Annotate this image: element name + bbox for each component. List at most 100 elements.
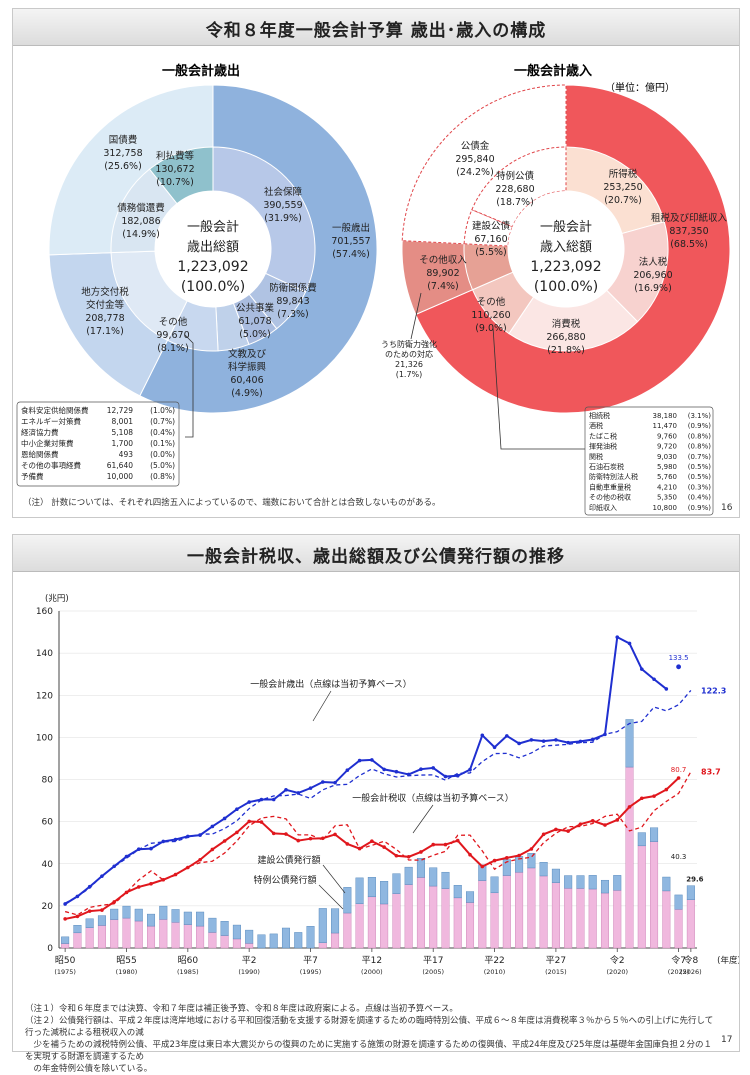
- y-tick-label: 140: [36, 649, 53, 659]
- left-list-value: 493: [119, 450, 134, 459]
- rev-inner-label: 建設公債: [472, 220, 511, 232]
- tax-actual-line-point: [186, 865, 190, 870]
- tax-actual-line-point: [664, 787, 669, 792]
- tax-actual-line-point: [529, 847, 534, 851]
- special-bond-bar: [159, 919, 168, 949]
- special-bond-leader: [318, 884, 344, 910]
- exp-inner-label: 61,078: [238, 316, 271, 327]
- rev-outer-label: (24.2%): [456, 167, 494, 178]
- rev-inner-label: 特例公債: [496, 170, 535, 182]
- special-bond-bar: [564, 887, 573, 949]
- exp-center-line: 歳出総額: [187, 240, 239, 255]
- special-bond-bar: [61, 943, 70, 949]
- right-list-name: 酒税: [589, 421, 603, 430]
- special-bond-bar: [110, 919, 119, 949]
- special-bond-bar: [85, 927, 94, 949]
- special-bond-bar: [551, 882, 560, 949]
- trend-note-4: の年金特例公債を除いている。: [25, 1064, 153, 1074]
- exp-inner-label: 防衛関係費: [269, 282, 317, 294]
- slide-title: 令和８年度一般会計予算 歳出･歳入の構成: [205, 21, 547, 41]
- right-list-name: 印紙収入: [589, 503, 617, 512]
- spend-actual-line-point: [406, 772, 411, 777]
- rev-center-line: 一般会計: [540, 219, 592, 235]
- trend-notes: （注１）令和６年度までは決算、令和７年度は補正後予算、令和８年度は政府案による。…: [25, 1003, 715, 1075]
- trend-chart: (兆円) 0 20 40 60 80 100 120 140 160 昭50 (1975) 昭55 (19…: [36, 593, 739, 976]
- exp-outer-label: 312,758: [103, 148, 142, 159]
- exp-inner-label: 390,559: [263, 200, 302, 211]
- slide-title-2: 一般会計税収、歳出総額及び公債発行額の推移: [187, 547, 565, 567]
- construction-bond-bar: [380, 881, 389, 905]
- tax-actual-line-point: [615, 818, 620, 822]
- tax-actual-line-point: [357, 846, 362, 851]
- tax-actual-line-point: [124, 890, 129, 895]
- right-list-value: 4,210: [657, 483, 677, 491]
- x-tick-era: 令8: [683, 954, 698, 966]
- right-list-name: その他の税収: [589, 493, 631, 502]
- spend-actual-line: [64, 635, 667, 905]
- special-bond-bar: [625, 766, 634, 949]
- x-tick-year: (2010): [484, 968, 506, 976]
- exp-inner-label: (5.0%): [239, 329, 271, 340]
- left-list-name: 中小企業対策費: [21, 438, 74, 448]
- construction-bond-bar: [551, 868, 560, 883]
- special-bond-bar: [318, 942, 327, 949]
- unit-label: （単位：億円）: [605, 81, 675, 94]
- spend-2025-point: [676, 664, 681, 670]
- x-tick-year: (2005): [422, 968, 444, 976]
- spend-actual-line-point: [75, 894, 80, 899]
- spend-actual-line-point: [112, 864, 117, 869]
- revenue-title: 一般会計歳入: [514, 63, 592, 79]
- expenditure-center: [155, 191, 271, 307]
- tax-2025-label: 80.7: [671, 766, 687, 774]
- tax-actual-line-point: [161, 877, 166, 882]
- exp-inner-label: 60,406: [230, 375, 263, 386]
- tax-actual-line-point: [406, 854, 411, 859]
- construction-bond-bar: [613, 875, 622, 891]
- construction-bond-bar: [331, 908, 340, 934]
- page-number-17: 17: [721, 1035, 733, 1045]
- tax-actual-line-point: [492, 858, 497, 863]
- construction-bond-bar: [257, 934, 266, 949]
- special-bond-bar: [466, 902, 475, 949]
- tax-actual-line-point: [198, 857, 202, 862]
- exp-inner-label: (8.1%): [157, 343, 189, 354]
- spend-actual-line-point: [639, 667, 644, 671]
- construction-bond-bar: [355, 877, 364, 904]
- tax-actual-line-point: [149, 881, 153, 886]
- exp-outer-label: 交付金等: [86, 299, 125, 311]
- construction-bond-bar: [600, 879, 609, 894]
- y-tick-label: 0: [47, 944, 53, 954]
- spend-actual-line-point: [210, 824, 215, 829]
- rev-center-total: 1,223,092: [530, 259, 601, 275]
- tax-actual-line-point: [603, 823, 607, 827]
- right-list-value: 9,030: [657, 453, 677, 461]
- tax-annotation-leader: [412, 804, 434, 834]
- construction-bond-bar: [564, 875, 573, 889]
- rev-inner-label: 67,160: [474, 234, 507, 245]
- special-bond-bar: [686, 899, 695, 949]
- trend-note-3: 少を補うための減税特例公債、平成23年度は東日本大震災からの復興のために実施する…: [25, 1040, 712, 1062]
- tax-actual-line-point: [566, 829, 570, 833]
- tax-actual-line-point: [370, 839, 374, 844]
- y-tick-label: 80: [42, 776, 54, 786]
- construction-bond-bar: [674, 894, 683, 910]
- slide-title-band: 令和８年度一般会計予算 歳出･歳入の構成: [13, 9, 739, 46]
- construction-bond-bar: [232, 924, 241, 940]
- spend-actual-line-point: [431, 766, 436, 770]
- special-bond-bar: [674, 909, 683, 949]
- tax-actual-line-point: [320, 836, 325, 841]
- y-tick-label: 160: [36, 607, 53, 617]
- right-list-pct: (0.5%): [688, 463, 712, 471]
- special-bond-bar: [404, 884, 413, 949]
- construction-bond-bar: [392, 873, 401, 894]
- spend-actual-line-point: [247, 800, 251, 804]
- special-bond-bar: [453, 897, 462, 949]
- tax-actual-line-point: [296, 838, 301, 843]
- x-tick-era: 平7: [303, 955, 318, 966]
- spend-actual-line-point: [357, 758, 362, 763]
- construction-bond-bar: [134, 908, 143, 922]
- tax-actual-line-point: [235, 830, 239, 835]
- tax-actual-line-point: [468, 852, 472, 857]
- spend-2025-label: 133.5: [669, 654, 689, 662]
- x-tick-era: 平12: [362, 955, 382, 966]
